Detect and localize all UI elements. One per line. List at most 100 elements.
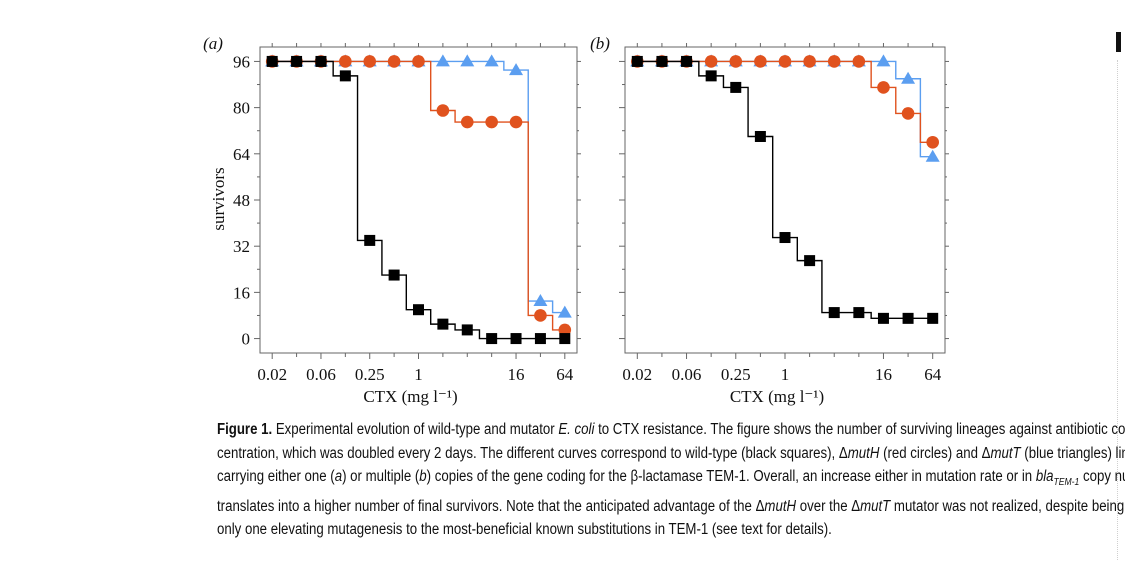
panel-label: (b) (590, 34, 610, 53)
x-tick-label: 0.06 (306, 365, 336, 384)
data-point-circle (901, 107, 915, 120)
data-point-triangle (901, 71, 916, 84)
data-point-square (828, 307, 840, 319)
data-point-square (388, 269, 400, 281)
x-tick-label: 0.02 (622, 365, 652, 384)
data-point-circle (558, 323, 572, 337)
data-point-circle (877, 81, 890, 94)
data-point-square (339, 70, 351, 82)
series-line (637, 60, 933, 143)
series-line (637, 60, 933, 158)
x-tick-label: 0.02 (257, 365, 287, 384)
y-tick-label: 0 (242, 330, 251, 349)
series-line (272, 60, 565, 340)
y-tick-label: 48 (233, 191, 250, 210)
data-point-circle (339, 55, 352, 68)
y-tick-label: 96 (233, 52, 250, 71)
panel-label: (a) (203, 34, 223, 53)
series-line (637, 60, 933, 320)
caption-text: over the Δ (796, 497, 861, 515)
data-point-square (804, 255, 816, 267)
x-tick-label: 16 (508, 365, 525, 384)
data-point-circle (754, 55, 767, 68)
data-point-triangle (509, 63, 524, 76)
data-point-square (877, 312, 889, 324)
series-mutH (265, 55, 572, 337)
caption-text: carrying either one ( (217, 468, 335, 485)
series-mutT (630, 54, 940, 162)
data-point-square (656, 55, 668, 67)
gene-mutt: mutT (990, 444, 1021, 462)
x-tick-label: 0.25 (721, 365, 751, 384)
data-point-circle (926, 135, 939, 149)
caption-text: (blue triangles) lineages; (1024, 444, 1125, 462)
data-point-square (631, 55, 643, 67)
series-wild-type (631, 55, 939, 324)
x-axis-label: CTX (mg l⁻¹) (730, 387, 824, 406)
y-tick-label: 16 (233, 283, 250, 302)
data-point-square (534, 333, 546, 345)
data-point-circle (778, 55, 792, 68)
panel-ref-a: a (334, 468, 343, 485)
data-point-triangle (557, 305, 572, 318)
caption-text: only one elevating mutagenesis to the mo… (217, 521, 832, 539)
data-point-triangle (925, 149, 940, 162)
data-point-square (754, 130, 766, 142)
x-tick-label: 1 (414, 365, 423, 384)
series-line (272, 60, 565, 314)
x-axis-label: CTX (mg l⁻¹) (363, 387, 457, 406)
caption-text: Experimental evolution of wild-type and … (272, 421, 559, 438)
data-point-square (413, 304, 424, 316)
x-tick-label: 64 (556, 365, 574, 384)
data-point-circle (412, 55, 425, 68)
data-point-circle (509, 115, 523, 129)
data-point-square (486, 333, 498, 345)
caption-line-4: translates into a higher number of final… (217, 495, 1125, 519)
gene-muth: mutH (847, 444, 880, 462)
data-point-circle (460, 115, 474, 129)
data-point-triangle (533, 294, 548, 307)
series-wild-type (266, 55, 571, 345)
series-line (272, 60, 565, 331)
data-point-circle (534, 309, 547, 322)
data-point-square (559, 333, 571, 345)
data-point-square (266, 55, 278, 67)
caption-text: mutator was not realized, despite being … (890, 497, 1125, 515)
gene-mutt: mutT (860, 497, 891, 515)
figure-caption: Figure 1. Experimental evolution of wild… (217, 418, 1125, 542)
x-tick-label: 0.25 (355, 365, 385, 384)
data-point-triangle (484, 54, 499, 67)
data-point-circle (729, 55, 743, 68)
caption-text: (red circles) and Δ (879, 444, 991, 462)
page-edge-mark (1116, 32, 1121, 52)
caption-text: centration, which was doubled every 2 da… (217, 444, 848, 462)
panel-a: (a) 0 16 32 48 64 80 96 survivors 0.02 0.06 0.25 1 16… (203, 34, 581, 406)
data-point-circle (436, 104, 450, 117)
data-point-square (730, 81, 742, 93)
data-point-square (853, 307, 865, 319)
panel-b: (b) 0.02 0.06 0.25 1 16 64 CTX (mg l⁻¹) (590, 34, 949, 406)
data-point-square (902, 312, 914, 324)
caption-text: translates into a higher number of final… (217, 497, 765, 515)
caption-line-2: centration, which was doubled every 2 da… (217, 442, 1125, 466)
species-name: E. coli (558, 421, 595, 438)
data-point-circle (485, 115, 498, 129)
caption-line-5: only one elevating mutagenesis to the mo… (217, 518, 979, 542)
data-point-square (510, 333, 522, 345)
page-edge-divider (1117, 60, 1118, 560)
caption-line-3: carrying either one (a) or multiple (b) … (217, 465, 1125, 495)
data-point-circle (852, 55, 866, 68)
data-point-circle (704, 55, 718, 68)
data-point-triangle (435, 54, 450, 67)
x-tick-label: 1 (781, 365, 790, 384)
data-point-triangle (460, 54, 475, 67)
data-point-circle (387, 55, 401, 68)
data-point-square (681, 55, 693, 67)
caption-text: copy number (1082, 468, 1125, 485)
plot-frame (624, 46, 946, 354)
data-point-square (779, 232, 791, 244)
x-tick-label: 64 (924, 365, 942, 384)
caption-text: to CTX resistance. The figure shows the … (594, 421, 1125, 438)
data-point-circle (827, 55, 841, 68)
gene-bla: bla (1035, 468, 1054, 485)
